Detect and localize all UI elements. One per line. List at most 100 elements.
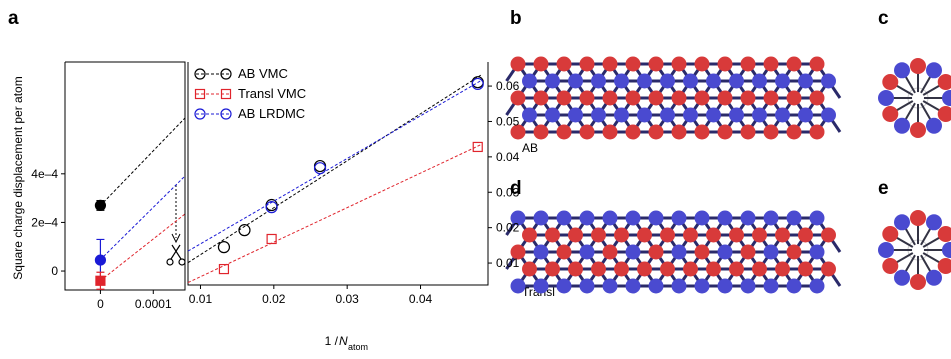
atom [545,262,560,277]
atom [764,57,779,72]
atom [787,91,802,106]
atom [534,57,549,72]
atom [695,245,710,260]
y-tick-label: 0.01 [496,256,520,270]
atom [810,245,825,260]
legend-label: AB VMC [238,66,288,81]
panel-label: e [878,178,889,199]
atom [603,211,618,226]
atom [706,74,721,89]
atom [522,108,537,123]
axis [188,62,488,285]
atom [764,91,779,106]
y-tick-label: 0.02 [496,221,520,235]
atom [591,108,606,123]
atom [511,57,526,72]
atom [591,74,606,89]
atom [741,125,756,140]
atom [649,279,664,294]
atom [718,245,733,260]
atom [787,279,802,294]
atom [649,211,664,226]
atom [938,106,951,122]
atom [787,57,802,72]
atom [775,74,790,89]
scissors [167,245,185,265]
marker [473,142,482,151]
atom [672,57,687,72]
atom [672,91,687,106]
fit-line [188,145,481,283]
atom [910,122,926,138]
atom [568,262,583,277]
atom [878,90,894,106]
atom [672,245,687,260]
x-tick-label: 0.02 [262,292,286,306]
atom [729,228,744,243]
atom [810,57,825,72]
atom [557,125,572,140]
atom [534,125,549,140]
atom [557,57,572,72]
y-tick-label: 0.06 [496,79,520,93]
atom [660,74,675,89]
atom [545,228,560,243]
atom [695,279,710,294]
atom [729,262,744,277]
atom [810,211,825,226]
y-tick-label: 0 [51,264,58,278]
atom [938,258,951,274]
x-tick-label: 0.0001 [135,297,172,311]
marker [218,242,229,253]
atom [821,108,836,123]
atom [614,262,629,277]
atom [672,125,687,140]
atom [741,279,756,294]
cut-arrow [172,185,180,242]
atom [741,57,756,72]
x-tick-label: 0.03 [335,292,359,306]
atom [741,91,756,106]
atom [683,108,698,123]
atom [603,57,618,72]
atom [649,245,664,260]
atom [511,279,526,294]
panel-label: c [878,8,889,29]
atom [752,108,767,123]
atom [580,57,595,72]
atom [926,62,942,78]
atom [660,108,675,123]
x-axis-label: atom [348,342,368,352]
atom [603,125,618,140]
y-tick-label: 2e–4 [31,215,58,229]
atom [649,125,664,140]
atom [764,211,779,226]
atom [568,74,583,89]
atom [626,245,641,260]
atom [894,62,910,78]
marker [96,276,105,285]
y-tick-label: 0.05 [496,114,520,128]
atom [882,258,898,274]
atom [637,262,652,277]
atom [718,279,733,294]
atom [878,242,894,258]
atom [798,228,813,243]
atom [545,74,560,89]
atom [752,228,767,243]
atom [718,211,733,226]
atom [926,118,942,134]
atom [910,274,926,290]
atom [683,228,698,243]
atom [706,262,721,277]
atom [798,108,813,123]
atom [557,211,572,226]
atom [603,91,618,106]
atom [568,108,583,123]
fit-line [188,75,481,262]
atom [764,245,779,260]
atom [580,245,595,260]
marker [219,265,228,274]
atom [557,91,572,106]
marker [95,200,105,210]
